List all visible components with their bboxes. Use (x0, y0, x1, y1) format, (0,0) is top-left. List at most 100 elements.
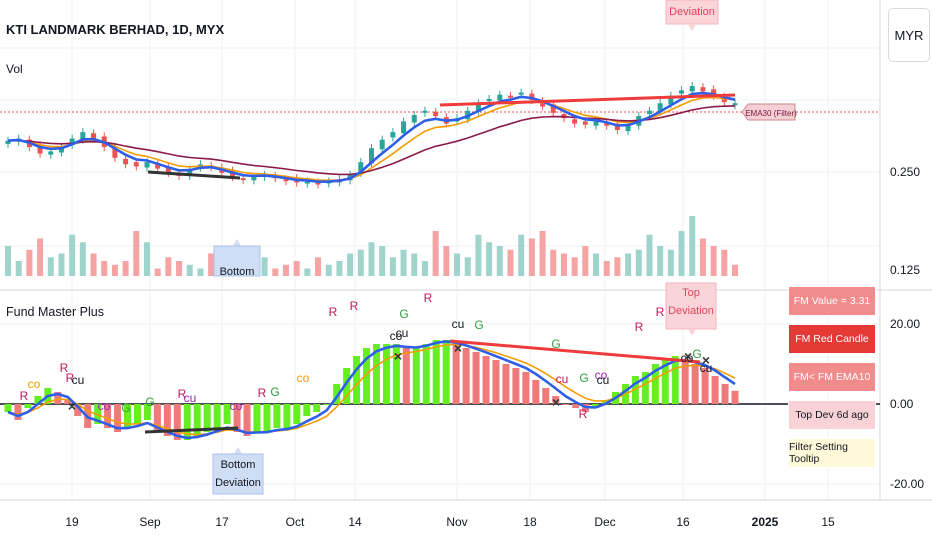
volume-bar (176, 261, 183, 276)
signal-label: G (270, 385, 279, 399)
volume-bar (79, 242, 86, 276)
signal-label: co (297, 371, 310, 385)
fm-bar (263, 404, 271, 432)
signal-label: co (230, 399, 243, 413)
volume-bar (272, 268, 279, 276)
fm-bar (442, 340, 450, 404)
fm-bar (671, 356, 679, 404)
volume-bar (208, 253, 215, 276)
candle (689, 86, 695, 92)
fm-bar (661, 360, 669, 404)
signal-label: co (390, 329, 403, 343)
fm-bar (522, 372, 530, 404)
volume-bar (614, 257, 621, 276)
cross-marker: × (68, 398, 76, 414)
fm-bar (173, 404, 181, 440)
price-deviation-label: Deviation (669, 6, 715, 18)
fm-bar (392, 344, 400, 404)
signal-label: R (329, 305, 338, 319)
fm-bar (213, 404, 221, 428)
volume-bar (336, 261, 343, 276)
fm-bar (14, 404, 22, 420)
fm-bar (64, 400, 72, 404)
volume-bar (261, 257, 268, 276)
volume-bar (368, 242, 375, 276)
candle (433, 111, 439, 117)
time-tick-label: Oct (286, 515, 305, 529)
fm-bar (283, 404, 291, 428)
osc-tick-label: 20.00 (890, 317, 920, 331)
fm-bar (631, 376, 639, 404)
fm-bar (74, 404, 82, 416)
candle (401, 121, 407, 134)
signal-label: co (681, 351, 694, 365)
cross-marker: × (552, 394, 560, 410)
volume-label[interactable]: Vol (6, 62, 23, 76)
cross-marker: × (394, 348, 402, 364)
candle (123, 158, 129, 165)
candle (507, 95, 513, 98)
volume-bar (421, 261, 428, 276)
signal-label: cu (700, 361, 713, 375)
volume-bar (571, 257, 578, 276)
signal-label: G (551, 337, 560, 351)
candle (144, 162, 150, 168)
ema30-tag-label: EMA30 (Filter) (745, 109, 797, 118)
volume-bar (496, 246, 503, 276)
candle (80, 132, 86, 140)
volume-bar (593, 253, 600, 276)
time-tick-label: Nov (446, 515, 467, 529)
currency-button[interactable]: MYR (888, 8, 930, 62)
signal-label: R (424, 291, 433, 305)
candle (5, 140, 11, 144)
price-bottom-pointer (233, 239, 241, 246)
fm-bar (691, 364, 699, 404)
signal-label: G (692, 347, 701, 361)
volume-bar (678, 231, 685, 276)
fm-bar (542, 388, 550, 404)
volume-bar (389, 257, 396, 276)
symbol-title[interactable]: KTI LANDMARK BERHAD, 1D, MYX (6, 22, 225, 37)
candle (91, 133, 97, 139)
candle (668, 95, 674, 105)
volume-bar (603, 261, 610, 276)
fm-bar (492, 360, 500, 404)
axes: 0.250 0.125 20.00 0.00 -20.00 19 Sep 17 Oct 14 Nov… (65, 165, 924, 529)
price-tick-label: 0.250 (890, 165, 920, 179)
volume-bar (454, 253, 461, 276)
indicator-title[interactable]: Fund Master Plus (6, 305, 104, 319)
fm-bar (114, 404, 122, 432)
fm-bar (512, 368, 520, 404)
fm-ema10-line (7, 340, 736, 440)
price-deviation-pointer (688, 24, 696, 31)
fm-status-cell[interactable]: Filter Setting Tooltip (788, 438, 876, 468)
osc-top-deviation-pointer (688, 329, 696, 336)
candle (304, 181, 310, 184)
candle (732, 103, 738, 106)
price-panel[interactable]: Deviation EMA30 (Filter) (0, 0, 880, 189)
fm-bar (552, 396, 560, 404)
signal-label: co (595, 368, 608, 382)
volume-bar (37, 238, 44, 276)
volume-bar (315, 257, 322, 276)
osc-bottom-label: Bottom (221, 459, 256, 471)
cross-marker: × (684, 348, 692, 364)
fm-bar (4, 404, 12, 412)
volume-bar (550, 249, 557, 276)
volume-bar (699, 238, 706, 276)
candle (540, 101, 546, 107)
fm-bar (333, 384, 341, 404)
time-tick-label: 19 (65, 515, 79, 529)
fm-bar (731, 390, 739, 404)
volume-bar (539, 231, 546, 276)
signal-label: G (474, 318, 483, 332)
fm-bar (681, 360, 689, 404)
signal-label: G (399, 307, 408, 321)
signal-label: R (20, 389, 29, 403)
candle (251, 177, 257, 181)
volume-bar (518, 234, 525, 276)
fm-bar (701, 368, 709, 404)
fm-bar (402, 348, 410, 404)
